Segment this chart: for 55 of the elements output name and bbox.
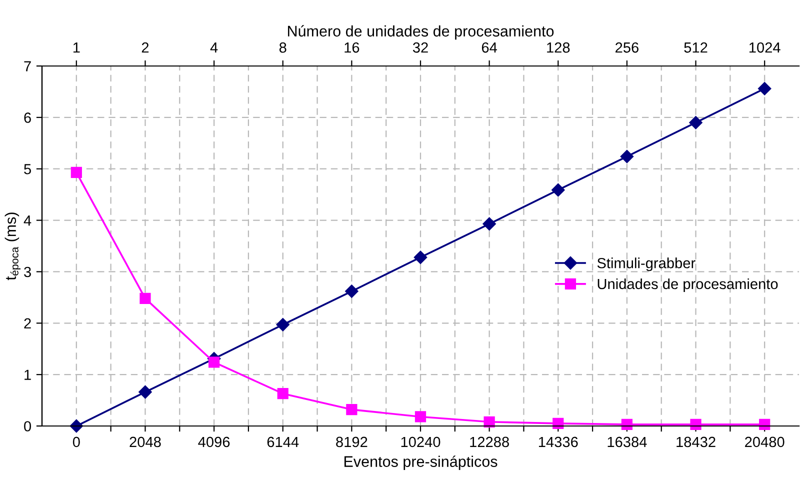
x2-tick-label: 256 <box>616 42 638 53</box>
x2-tick-label: 1024 <box>749 42 780 53</box>
point <box>414 411 426 422</box>
x-axis-title: Eventos pre-sinápticos <box>344 456 498 470</box>
y-tick-label: 2 <box>24 318 31 328</box>
point <box>484 416 495 428</box>
point <box>690 418 702 430</box>
x-tick-label: 8192 <box>336 436 368 448</box>
point <box>621 418 633 430</box>
x-tick-label: 2048 <box>130 436 161 448</box>
x2-tick-label: 16 <box>344 42 360 53</box>
x2-tick-label: 64 <box>482 42 498 53</box>
legend-label: Stimuli-grabber <box>597 258 696 272</box>
x-tick-label: 10240 <box>401 436 440 448</box>
point <box>208 356 220 368</box>
point <box>346 404 358 416</box>
point <box>552 418 564 429</box>
x-tick-label: 16384 <box>608 436 647 448</box>
y-tick-label: 1 <box>24 370 31 380</box>
y-tick-label: 3 <box>24 266 31 278</box>
point <box>759 418 770 430</box>
legend-label: Unidades de procesamiento <box>598 278 778 292</box>
point <box>277 388 288 400</box>
point <box>345 284 358 298</box>
x-tick-label: 20480 <box>745 436 784 448</box>
x2-tick-label: 2 <box>142 42 149 53</box>
x-tick-label: 4096 <box>198 436 230 448</box>
y-axis-title: t$_{época}$ (ms) <box>4 212 21 280</box>
y-tick-label: 4 <box>24 216 32 226</box>
point <box>620 150 634 164</box>
x2-tick-label: 128 <box>547 42 570 53</box>
x-tick-label: 12288 <box>470 436 509 448</box>
x-tick-label: 6144 <box>267 436 299 448</box>
x-tick-label: 18432 <box>676 436 716 448</box>
x2-tick-label: 1 <box>73 42 80 53</box>
x2-tick-label: 512 <box>684 42 708 53</box>
point <box>689 116 702 130</box>
point <box>276 318 290 332</box>
point <box>482 217 496 230</box>
point <box>140 292 151 304</box>
y-tick-label: 0 <box>24 421 32 432</box>
point <box>758 82 772 96</box>
y-tick-label: 6 <box>24 112 31 123</box>
x2-tick-label: 4 <box>210 42 218 53</box>
x2-tick-label: 8 <box>279 42 286 53</box>
point <box>552 183 565 197</box>
x2-tick-label: 32 <box>412 42 428 53</box>
x-tick-label: 0 <box>72 436 80 448</box>
point <box>414 250 428 264</box>
point <box>138 385 152 399</box>
x2-axis-title: Número de unidades de procesamiento <box>288 25 554 40</box>
x-tick-label: 14336 <box>538 436 578 448</box>
point <box>70 166 82 178</box>
y-tick-label: 7 <box>24 61 31 72</box>
y-tick-label: 5 <box>24 164 31 174</box>
